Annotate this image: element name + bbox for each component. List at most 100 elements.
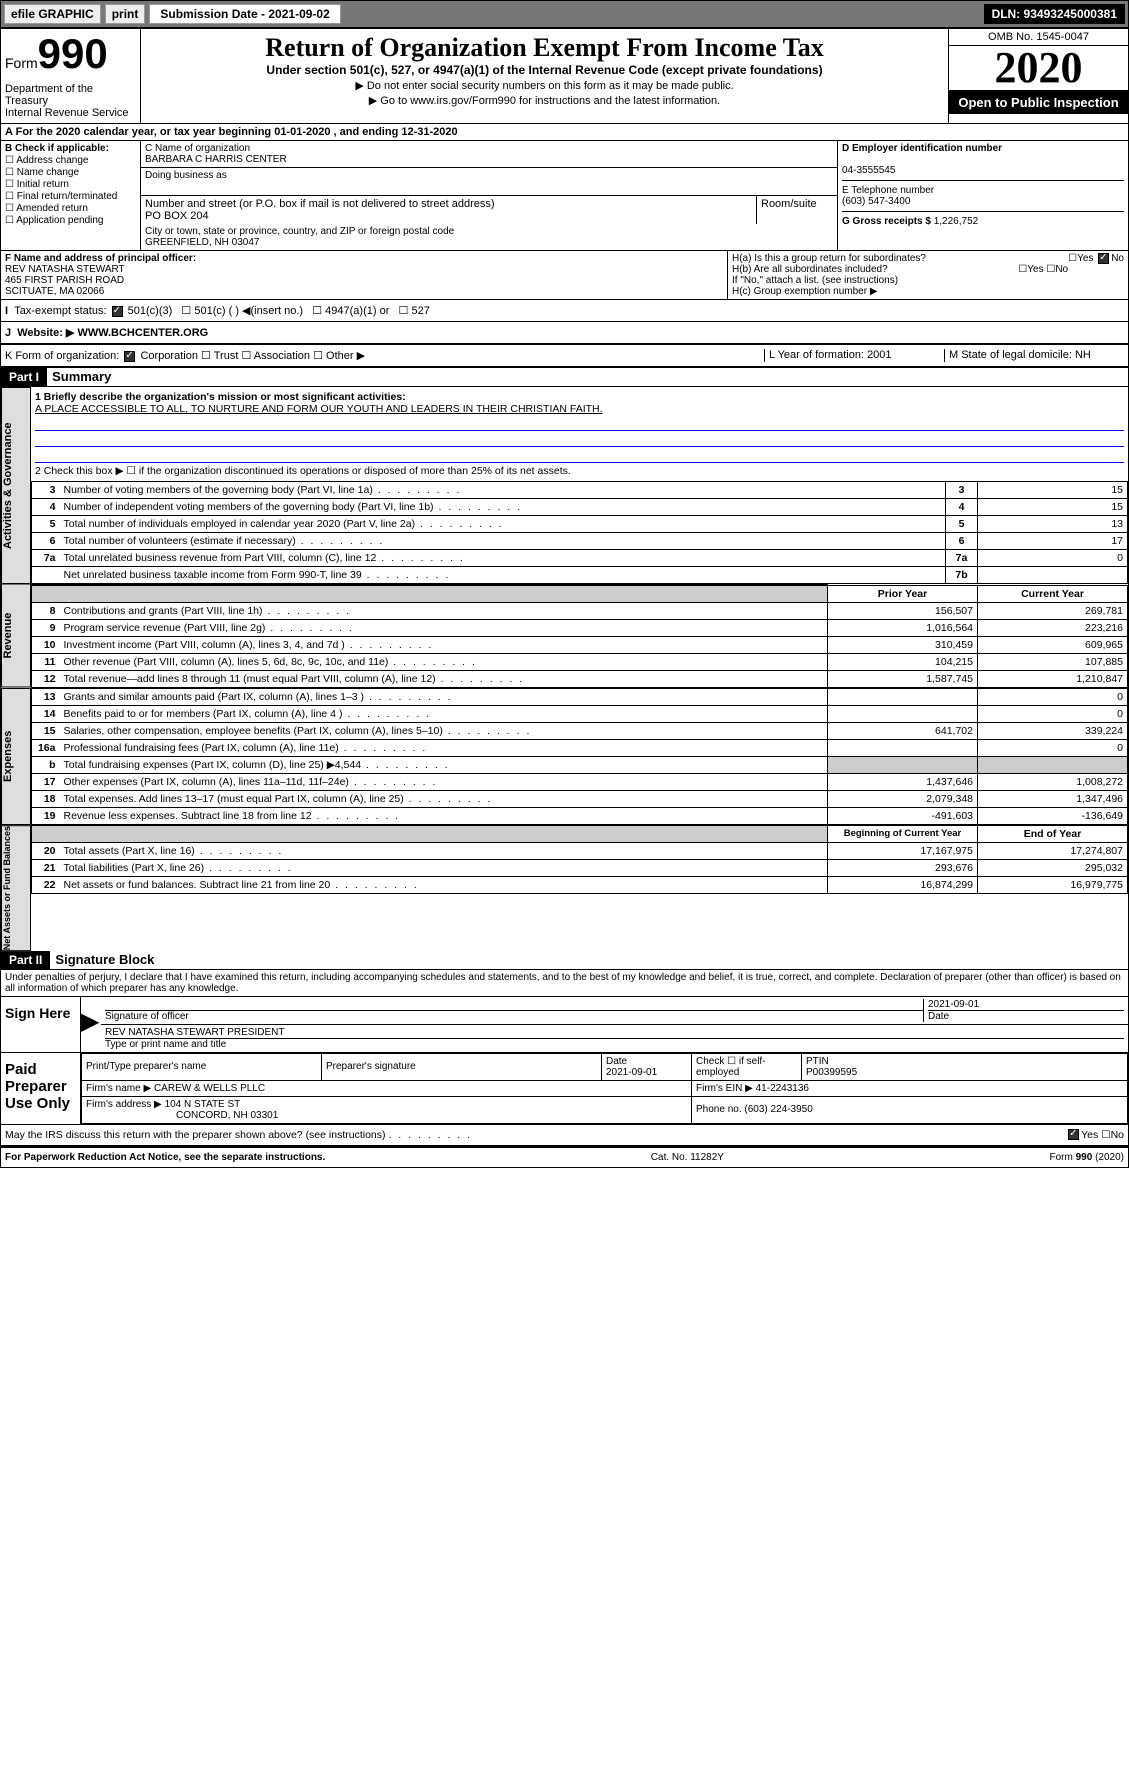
officer-addr2: SCITUATE, MA 02066	[5, 286, 104, 297]
org-address: PO BOX 204	[145, 210, 209, 222]
ein-value: 04-3555545	[842, 165, 895, 176]
gross-label: G Gross receipts $	[842, 216, 931, 227]
dln-label: DLN: 93493245000381	[984, 4, 1125, 24]
paid-preparer-label: Paid Preparer Use Only	[1, 1053, 81, 1124]
form-footer: Form 990 (2020)	[1050, 1152, 1124, 1163]
part-ii-header: Part II	[1, 951, 50, 969]
expenses-table: 13Grants and similar amounts paid (Part …	[31, 688, 1128, 825]
preparer-table: Print/Type preparer's name Preparer's si…	[81, 1053, 1128, 1124]
prep-date: 2021-09-01	[606, 1067, 657, 1078]
officer-addr1: 465 FIRST PARISH ROAD	[5, 275, 124, 286]
section-d: D Employer identification number 04-35555…	[838, 141, 1128, 250]
name-title-label: Type or print name and title	[105, 1038, 1124, 1050]
page-title: Return of Organization Exempt From Incom…	[145, 33, 944, 63]
sig-officer-label: Signature of officer	[105, 1010, 923, 1022]
h-c-label: H(c) Group exemption number ▶	[732, 286, 1124, 297]
tax-year: 2020	[949, 46, 1128, 91]
mission-text: A PLACE ACCESSIBLE TO ALL, TO NURTURE AN…	[35, 403, 603, 415]
tax-period: For the 2020 calendar year, or tax year …	[16, 126, 458, 138]
section-c: C Name of organizationBARBARA C HARRIS C…	[141, 141, 838, 250]
k-label: K Form of organization:	[5, 350, 119, 362]
dba-label: Doing business as	[145, 170, 227, 181]
check-final[interactable]: ☐ Final return/terminated	[5, 191, 136, 202]
pra-notice: For Paperwork Reduction Act Notice, see …	[5, 1152, 325, 1163]
self-employed: Check ☐ if self-employed	[692, 1053, 802, 1080]
c-name-label: C Name of organization	[145, 143, 250, 154]
h-a-no-check[interactable]	[1098, 253, 1109, 264]
tab-net-assets: Net Assets or Fund Balances	[1, 825, 31, 951]
org-name: BARBARA C HARRIS CENTER	[145, 154, 287, 165]
addr-label: Number and street (or P.O. box if mail i…	[145, 198, 495, 210]
check-amended[interactable]: ☐ Amended return	[5, 203, 136, 214]
check-initial[interactable]: ☐ Initial return	[5, 179, 136, 190]
firm-city: CONCORD, NH 03301	[176, 1110, 278, 1121]
firm-addr: 104 N STATE ST	[165, 1099, 241, 1110]
officer-label: F Name and address of principal officer:	[5, 253, 196, 264]
section-k: K Form of organization: Corporation ☐ Tr…	[5, 349, 764, 362]
section-m: M State of legal domicile: NH	[944, 349, 1124, 362]
part-ii-title: Signature Block	[53, 950, 156, 969]
officer-name-title: REV NATASHA STEWART PRESIDENT	[105, 1027, 284, 1038]
discuss-yes-check[interactable]	[1068, 1129, 1079, 1140]
phone-value: (603) 547-3400	[842, 196, 910, 207]
tax-status-label: Tax-exempt status:	[14, 305, 106, 317]
catalog-number: Cat. No. 11282Y	[651, 1152, 724, 1163]
discuss-row: May the IRS discuss this return with the…	[1, 1125, 1128, 1147]
ptin-value: P00399595	[806, 1067, 857, 1078]
revenue-table: Prior YearCurrent Year 8Contributions an…	[31, 584, 1128, 688]
form-page: Form990 Department of the Treasury Inter…	[0, 28, 1129, 1168]
city-label: City or town, state or province, country…	[145, 226, 454, 237]
firm-name: CAREW & WELLS PLLC	[154, 1083, 265, 1094]
section-l: L Year of formation: 2001	[764, 349, 944, 362]
ein-label: D Employer identification number	[842, 143, 1002, 154]
h-b-label: H(b) Are all subordinates included?	[732, 264, 888, 275]
perjury-statement: Under penalties of perjury, I declare th…	[1, 970, 1128, 997]
governance-table: 3Number of voting members of the governi…	[31, 481, 1128, 584]
mission-label: 1 Briefly describe the organization's mi…	[35, 391, 406, 403]
phone-label: E Telephone number	[842, 185, 934, 196]
org-city: GREENFIELD, NH 03047	[145, 237, 260, 248]
prep-sig-label: Preparer's signature	[322, 1053, 602, 1080]
website-value: WWW.BCHCENTER.ORG	[77, 327, 208, 339]
h-a-label: H(a) Is this a group return for subordin…	[732, 253, 926, 264]
sign-here-label: Sign Here	[1, 997, 81, 1052]
tab-governance: Activities & Governance	[1, 387, 31, 584]
public-inspection: Open to Public Inspection	[949, 91, 1128, 114]
check-501c3[interactable]	[112, 306, 123, 317]
gross-value: 1,226,752	[934, 216, 979, 227]
section-h: H(a) Is this a group return for subordin…	[728, 251, 1128, 299]
firm-phone: (603) 224-3950	[744, 1104, 812, 1115]
print-button[interactable]: print	[105, 4, 146, 24]
prep-name-label: Print/Type preparer's name	[82, 1053, 322, 1080]
subtitle: Under section 501(c), 527, or 4947(a)(1)…	[145, 63, 944, 77]
section-b: B Check if applicable: ☐ Address change …	[1, 141, 141, 250]
room-label: Room/suite	[757, 196, 837, 224]
check-pending[interactable]: ☐ Application pending	[5, 215, 136, 226]
form-number: 990	[38, 30, 108, 77]
net-assets-table: Beginning of Current YearEnd of Year 20T…	[31, 825, 1128, 894]
check-name[interactable]: ☐ Name change	[5, 167, 136, 178]
sig-date: 2021-09-01	[928, 999, 979, 1010]
section-i: I Tax-exempt status: 501(c)(3) ☐ 501(c) …	[1, 300, 1128, 321]
line-2: 2 Check this box ▶ ☐ if the organization…	[35, 465, 1124, 477]
section-f: F Name and address of principal officer:…	[1, 251, 728, 299]
date-label: Date	[928, 1010, 1124, 1022]
h-b-note: If "No," attach a list. (see instruction…	[732, 275, 1124, 286]
submission-date: Submission Date - 2021-09-02	[149, 4, 340, 24]
dept-label: Department of the Treasury Internal Reve…	[5, 83, 136, 119]
firm-ein: 41-2243136	[756, 1083, 809, 1094]
officer-name: REV NATASHA STEWART	[5, 264, 125, 275]
check-corp[interactable]	[124, 351, 135, 362]
note-link: ▶ Go to www.irs.gov/Form990 for instruct…	[145, 94, 944, 107]
part-i-header: Part I	[1, 368, 47, 386]
arrow-icon: ▶	[81, 997, 101, 1052]
check-address[interactable]: ☐ Address change	[5, 155, 136, 166]
tab-revenue: Revenue	[1, 584, 31, 688]
section-j: J Website: ▶ WWW.BCHCENTER.ORG	[1, 322, 1128, 345]
efile-button[interactable]: efile GRAPHIC	[4, 4, 101, 24]
part-i-title: Summary	[50, 367, 113, 386]
note-ssn: ▶ Do not enter social security numbers o…	[145, 79, 944, 92]
b-header: B Check if applicable:	[5, 143, 109, 154]
toolbar: efile GRAPHIC print Submission Date - 20…	[0, 0, 1129, 28]
tab-expenses: Expenses	[1, 688, 31, 825]
